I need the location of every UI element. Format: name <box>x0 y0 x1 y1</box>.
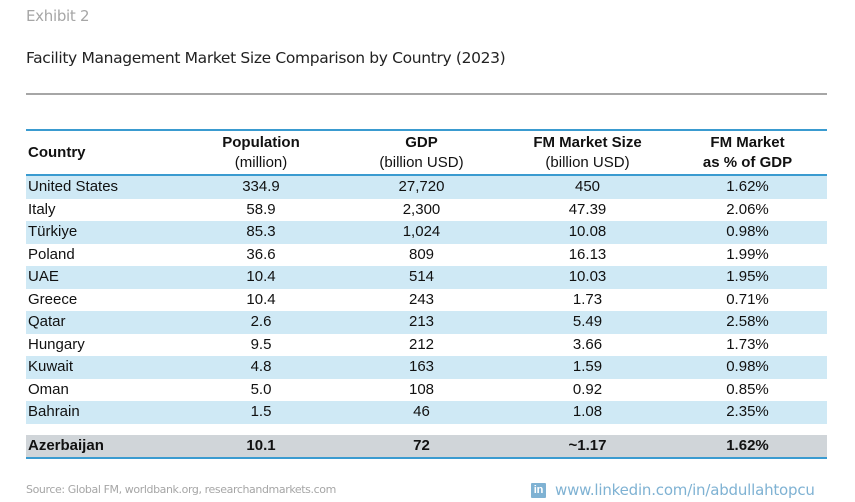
cell-fm-size: 47.39 <box>568 200 607 218</box>
cell-gdp: 163 <box>336 356 507 379</box>
cell-fm-pct: 1.62% <box>668 175 827 199</box>
linkedin-url[interactable]: www.linkedin.com/in/abdullahtopcu <box>555 481 815 499</box>
header-population-unit: (million) <box>234 154 288 171</box>
cell-population: 2.6 <box>186 311 336 334</box>
cell-gdp: 514 <box>336 266 507 289</box>
table-row: Oman 5.0 108 0.92 0.85% <box>26 379 827 402</box>
cell-gdp: 46 <box>336 401 507 424</box>
table-row: Kuwait 4.8 163 1.59 0.98% <box>26 356 827 379</box>
cell-country: UAE <box>26 266 186 289</box>
table-row: Bahrain 1.5 46 1.08 2.35% <box>26 401 827 424</box>
cell-fm-pct: 2.58% <box>668 311 827 334</box>
cell-fm-size: 1.73 <box>572 290 603 308</box>
cell-country: Italy <box>28 200 56 218</box>
exhibit-label: Exhibit 2 <box>26 7 90 25</box>
header-fm-size-unit: (billion USD) <box>545 154 630 171</box>
highlight-row-azerbaijan: Azerbaijan 10.1 72 ~1.17 1.62% <box>26 434 827 458</box>
cell-fm-size: 3.66 <box>572 335 603 353</box>
cell-country: Bahrain <box>26 401 186 424</box>
cell-gdp: 809 <box>408 245 435 263</box>
cell-country: Poland <box>28 245 75 263</box>
linkedin-link[interactable]: in www.linkedin.com/in/abdullahtopcu <box>531 481 815 499</box>
cell-gdp: 212 <box>408 335 435 353</box>
cell-fm-pct: 1.62% <box>668 434 827 458</box>
table-row: Qatar 2.6 213 5.49 2.58% <box>26 311 827 334</box>
header-gdp: GDP (billion USD) <box>336 130 507 175</box>
cell-fm-size: 5.49 <box>507 311 668 334</box>
header-country: Country <box>28 144 86 161</box>
cell-population: 5.0 <box>250 380 272 398</box>
market-size-table: Country Population (million) GDP (billio… <box>26 129 827 459</box>
header-gdp-unit: (billion USD) <box>379 154 464 171</box>
cell-population: 9.5 <box>250 335 272 353</box>
page-title: Facility Management Market Size Comparis… <box>26 49 506 67</box>
cell-population: 85.3 <box>186 221 336 244</box>
cell-gdp: 213 <box>336 311 507 334</box>
table-row: Poland 36.6 809 16.13 1.99% <box>26 244 827 267</box>
cell-country: Türkiye <box>26 221 186 244</box>
cell-fm-pct: 2.35% <box>668 401 827 424</box>
cell-fm-size: 450 <box>507 175 668 199</box>
cell-country: United States <box>26 175 186 199</box>
header-fm-pct-subtitle: as % of GDP <box>702 154 793 171</box>
table-row: Hungary 9.5 212 3.66 1.73% <box>26 334 827 357</box>
cell-gdp: 243 <box>408 290 435 308</box>
cell-country: Azerbaijan <box>26 434 186 458</box>
title-divider <box>26 93 827 95</box>
cell-country: Qatar <box>26 311 186 334</box>
header-fm-pct: FM Market as % of GDP <box>668 130 827 175</box>
cell-country: Greece <box>28 290 78 308</box>
header-population: Population (million) <box>186 130 336 175</box>
header-population-title: Population <box>222 134 300 151</box>
header-gdp-title: GDP <box>405 134 438 151</box>
linkedin-icon: in <box>531 482 546 498</box>
cell-population: 10.1 <box>186 434 336 458</box>
cell-country: Hungary <box>28 335 85 353</box>
cell-fm-size: 10.03 <box>507 266 668 289</box>
source-note: Source: Global FM, worldbank.org, resear… <box>26 483 336 496</box>
cell-gdp: 1,024 <box>336 221 507 244</box>
cell-fm-pct: 1.95% <box>668 266 827 289</box>
table-header-row: Country Population (million) GDP (billio… <box>26 130 827 175</box>
cell-gdp: 27,720 <box>336 175 507 199</box>
cell-country: Kuwait <box>26 356 186 379</box>
cell-fm-pct: 0.71% <box>726 290 769 308</box>
cell-fm-size: 10.08 <box>507 221 668 244</box>
table-row: Türkiye 85.3 1,024 10.08 0.98% <box>26 221 827 244</box>
cell-fm-size: 16.13 <box>568 245 607 263</box>
table-row: Greece 10.4 243 1.73 0.71% <box>26 289 827 312</box>
cell-fm-pct: 0.98% <box>668 221 827 244</box>
cell-population: 10.4 <box>246 290 276 308</box>
cell-fm-size: ~1.17 <box>507 434 668 458</box>
cell-fm-pct: 0.85% <box>726 380 769 398</box>
cell-gdp: 72 <box>336 434 507 458</box>
cell-population: 10.4 <box>186 266 336 289</box>
cell-population: 334.9 <box>186 175 336 199</box>
cell-population: 58.9 <box>246 200 276 218</box>
table-row: United States 334.9 27,720 450 1.62% <box>26 175 827 199</box>
table-row: Italy 58.9 2,300 47.39 2.06% <box>26 199 827 222</box>
cell-country: Oman <box>28 380 69 398</box>
cell-fm-size: 1.59 <box>507 356 668 379</box>
cell-fm-pct: 1.99% <box>726 245 769 263</box>
header-fm-size-title: FM Market Size <box>533 134 642 151</box>
cell-fm-size: 1.08 <box>507 401 668 424</box>
cell-gdp: 108 <box>408 380 435 398</box>
header-fm-pct-title: FM Market <box>710 134 785 151</box>
cell-population: 4.8 <box>186 356 336 379</box>
table-row: UAE 10.4 514 10.03 1.95% <box>26 266 827 289</box>
cell-fm-size: 0.92 <box>572 380 603 398</box>
cell-fm-pct: 1.73% <box>726 335 769 353</box>
cell-fm-pct: 0.98% <box>668 356 827 379</box>
cell-population: 1.5 <box>186 401 336 424</box>
spacer-cell <box>26 423 827 435</box>
header-fm-size: FM Market Size (billion USD) <box>507 130 668 175</box>
cell-population: 36.6 <box>246 245 276 263</box>
table-body: United States 334.9 27,720 450 1.62% Italy 58.… <box>26 175 827 458</box>
cell-gdp: 2,300 <box>402 200 441 218</box>
table-spacer-row <box>26 423 827 435</box>
cell-fm-pct: 2.06% <box>726 200 769 218</box>
